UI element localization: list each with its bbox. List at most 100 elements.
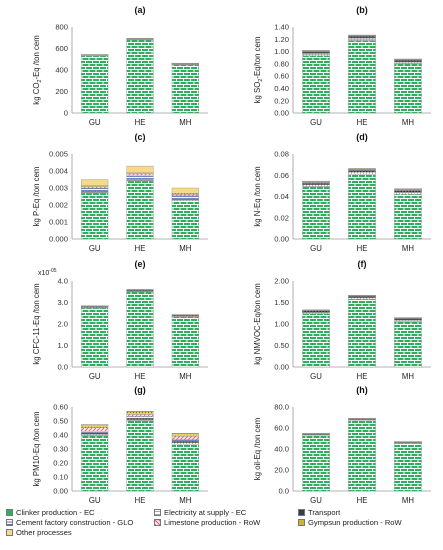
bar-segment (126, 414, 154, 417)
bar-segment (348, 419, 376, 492)
chart-panel: (h) 0.0 20.0 40.0 60.0 80.0 kg oil-Eq /ton cem… (253, 385, 431, 505)
y-tick-label: 0.00 (274, 363, 289, 372)
bar-segment (126, 416, 154, 419)
y-axis-label: kg CFC-11-Eq /ton cem (32, 283, 41, 364)
y-tick-label: 0.50 (53, 417, 68, 426)
y-tick-label: 0.02 (274, 213, 289, 222)
bar-segment (171, 435, 199, 440)
bar-segment (394, 63, 422, 114)
y-tick-label: 600 (55, 44, 68, 53)
panel-title: (e) (135, 259, 146, 269)
bar-segment (171, 194, 199, 196)
bar-segment (348, 168, 376, 170)
y-tick-label: 1.40 (274, 23, 289, 32)
bar-segment (81, 432, 109, 435)
x-tick-label: HE (135, 496, 146, 505)
legend-label: Transport (308, 508, 341, 517)
x-tick-label: GU (310, 496, 322, 505)
bar-segment (348, 298, 376, 368)
y-tick-label: 0.0 (57, 363, 68, 372)
x-tick-label: GU (310, 372, 322, 381)
legend-label: Electricity at supply - EC (164, 508, 247, 517)
panel-title: (c) (135, 132, 146, 142)
y-scale-label: x10-05 (38, 268, 57, 277)
y-axis-label: kg NMVOC-Eq/ton cem (253, 283, 262, 364)
bar-segment (394, 194, 422, 240)
panel-title: (f) (358, 259, 367, 269)
y-tick-label: 0.50 (274, 341, 289, 350)
y-tick-label: 1.00 (274, 320, 289, 329)
panel-title: (b) (356, 5, 368, 15)
x-tick-label: MH (179, 244, 191, 253)
y-tick-label: 0.06 (274, 171, 289, 180)
legend-swatch (154, 519, 161, 526)
bar-segment (348, 36, 376, 39)
bar-segment (302, 53, 330, 57)
y-tick-label: 80.0 (274, 403, 289, 412)
bar-segment (171, 443, 199, 492)
x-tick-label: HE (357, 118, 368, 127)
legend-label: Clinker production - EC (16, 508, 95, 517)
bar-segment (171, 441, 199, 443)
y-tick-label: 400 (55, 66, 68, 75)
y-tick-label: 4.0 (57, 277, 68, 286)
y-tick-label: 800 (55, 23, 68, 32)
legend-swatch (298, 509, 305, 516)
bar-segment (394, 321, 422, 368)
y-axis-label: kg PM10-Eq /ton cem (32, 412, 41, 487)
bar-segment (81, 434, 109, 436)
x-tick-label: HE (135, 372, 146, 381)
x-tick-label: HE (135, 244, 146, 253)
bar-segment (81, 179, 109, 186)
bar-segment (348, 170, 376, 173)
bar-segment (126, 165, 154, 174)
bar-segment (394, 59, 422, 63)
legend-swatch (298, 519, 305, 526)
bar-segment (81, 431, 109, 434)
y-tick-label: 0.40 (53, 431, 68, 440)
y-tick-label: 0.000 (49, 235, 68, 244)
y-tick-label: 0.0 (278, 487, 289, 496)
x-tick-label: MH (179, 118, 191, 127)
legend-item: Other processes (6, 527, 72, 538)
y-tick-label: 0.003 (49, 184, 68, 193)
y-tick-label: 1.00 (274, 47, 289, 56)
chart-panel: (g) 0.00 0.10 0.20 0.30 0.40 0.50 0.60 kg PM10-E… (32, 385, 208, 505)
bar-segment (171, 64, 199, 114)
bar-segment (302, 434, 330, 492)
bar-segment (171, 200, 199, 240)
y-tick-label: 0.40 (274, 84, 289, 93)
y-tick-label: 20.0 (274, 466, 289, 475)
x-tick-label: MH (402, 244, 414, 253)
legend-label: Limestone production - RoW (164, 518, 261, 527)
x-tick-label: MH (402, 496, 414, 505)
bar-segment (348, 297, 376, 300)
y-tick-label: 0.60 (274, 72, 289, 81)
bar-segment (126, 418, 154, 420)
bar-segment (302, 186, 330, 240)
chart-panel: (d) 0.00 0.02 0.04 0.06 0.08 kg N-Eq /ton cem G… (253, 132, 431, 253)
bar-segment (126, 291, 154, 368)
x-tick-label: MH (179, 496, 191, 505)
y-tick-label: 0.80 (274, 59, 289, 68)
legend-item: Gympsun production - RoW (298, 517, 402, 528)
legend-label: Gympsun production - RoW (308, 518, 402, 527)
bar-segment (171, 316, 199, 368)
y-axis-label: kg N-Eq /ton cem (253, 166, 262, 226)
legend-swatch (6, 529, 13, 536)
bar-segment (394, 190, 422, 193)
panel-title: (g) (134, 385, 146, 395)
y-tick-label: 0.30 (53, 445, 68, 454)
legend-item: Cement factory construction - GLO (6, 517, 133, 528)
bar-segment (302, 180, 330, 182)
x-tick-label: GU (89, 496, 101, 505)
bar-segment (348, 37, 376, 41)
bar-segment (394, 61, 422, 65)
chart-panel: (c) 0.000 0.001 0.002 0.003 0.004 0.005 kg P-Eq… (32, 132, 208, 253)
y-axis-label: kg SO2-Eq/ton cem (253, 37, 264, 104)
bar-segment (394, 188, 422, 190)
bar-segment (81, 187, 109, 192)
x-tick-label: GU (310, 244, 322, 253)
chart-panel: (a) 0 200 400 600 800 kg CO2-Eq /ton cem GU HE MH (32, 5, 208, 127)
bar-segment (81, 192, 109, 240)
